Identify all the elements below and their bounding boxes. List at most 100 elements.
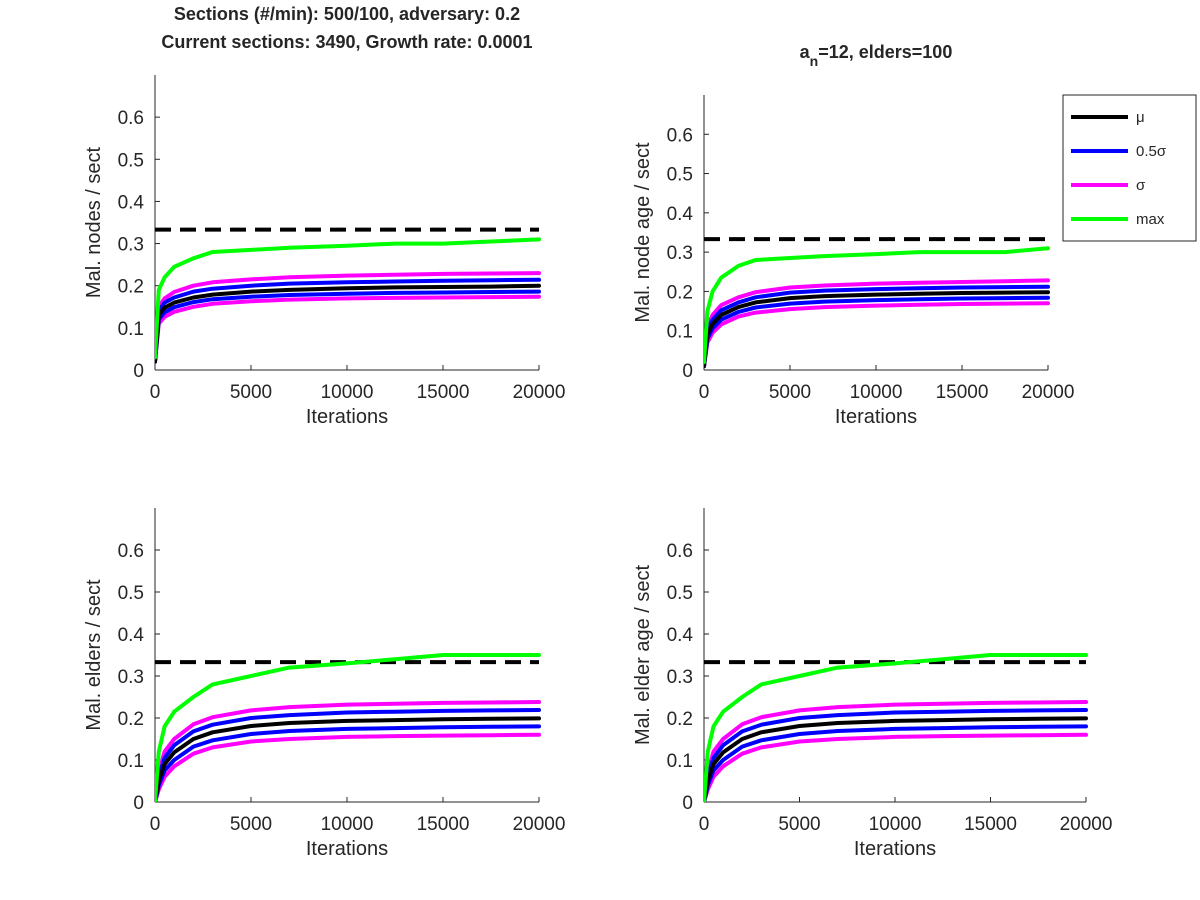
series-line-sigma-upper bbox=[155, 271, 541, 364]
subplot-2-title: an=12, elders=100 bbox=[800, 42, 953, 69]
series-line-max bbox=[704, 246, 1050, 365]
x-axis-label: Iterations bbox=[854, 838, 936, 860]
series-line-sigma-lower bbox=[155, 294, 541, 364]
series-line-sigma-upper bbox=[704, 700, 1088, 802]
series-line-sigma-lower bbox=[704, 732, 1088, 802]
subplot-3-series bbox=[155, 653, 541, 802]
legend-entry: 0.5σ bbox=[1071, 143, 1167, 160]
series-line-max bbox=[704, 653, 1088, 802]
x-tick-label: 15000 bbox=[936, 382, 989, 403]
series-line-half-sigma-lower bbox=[155, 724, 541, 802]
y-tick-label: 0.2 bbox=[667, 282, 693, 303]
y-tick-label: 0.3 bbox=[667, 243, 693, 264]
subplots-group: 0 0.1 0.2 0.3 0.4 0.5 0.6 0 5000 10000 15000 20000 I… bbox=[83, 75, 1112, 860]
x-tick-label: 10000 bbox=[869, 814, 922, 835]
legend-entry: max bbox=[1071, 211, 1165, 228]
legend-entries: μ 0.5σ σ max bbox=[1071, 109, 1167, 228]
x-tick-label: 5000 bbox=[778, 814, 820, 835]
figure-title-line-1: Sections (#/min): 500/100, adversary: 0.… bbox=[174, 4, 520, 24]
y-tick-label: 0.4 bbox=[667, 625, 694, 646]
x-axis-label: Iterations bbox=[306, 838, 388, 860]
legend-entry: σ bbox=[1071, 177, 1146, 194]
x-tick-label: 10000 bbox=[321, 382, 374, 403]
y-tick-label: 0 bbox=[682, 361, 693, 382]
x-tick-label: 0 bbox=[150, 814, 161, 835]
y-tick-label: 0.6 bbox=[118, 541, 144, 562]
y-tick-label: 0.2 bbox=[118, 709, 144, 730]
legend-label: max bbox=[1136, 211, 1165, 228]
series-line-sigma-upper bbox=[155, 700, 541, 802]
subplot-2: 0 0.1 0.2 0.3 0.4 0.5 0.6 0 5000 10000 15000 20000 I… bbox=[632, 95, 1074, 428]
legend-label: 0.5σ bbox=[1136, 143, 1167, 160]
y-tick-label: 0.1 bbox=[667, 751, 693, 772]
y-tick-label: 0.3 bbox=[118, 667, 144, 688]
y-tick-label: 0.1 bbox=[667, 322, 693, 343]
subplot-4-series bbox=[704, 653, 1088, 802]
x-tick-label: 15000 bbox=[964, 814, 1017, 835]
series-line-mean bbox=[704, 290, 1050, 369]
series-line-half-sigma-upper bbox=[155, 708, 541, 802]
x-tick-label: 5000 bbox=[230, 382, 272, 403]
series-line-half-sigma-upper bbox=[155, 277, 541, 364]
x-tick-label: 20000 bbox=[513, 382, 566, 403]
x-tick-label: 0 bbox=[699, 814, 710, 835]
subplot-2-title-rest: =12, elders=100 bbox=[818, 42, 952, 62]
subplot-1: 0 0.1 0.2 0.3 0.4 0.5 0.6 0 5000 10000 15000 20000 I… bbox=[83, 75, 565, 428]
series-line-max bbox=[155, 653, 541, 802]
subplot-2-title-base: a bbox=[800, 42, 811, 62]
y-tick-label: 0.1 bbox=[118, 319, 144, 340]
series-line-sigma-lower bbox=[155, 732, 541, 802]
y-tick-label: 0.3 bbox=[667, 667, 693, 688]
y-tick-label: 0.4 bbox=[118, 625, 145, 646]
y-tick-label: 0.5 bbox=[118, 583, 144, 604]
y-axis-label: Mal. elder age / sect bbox=[632, 565, 654, 746]
series-line-sigma-upper bbox=[704, 278, 1050, 369]
legend-label: σ bbox=[1136, 177, 1146, 194]
x-tick-label: 20000 bbox=[1022, 382, 1075, 403]
y-tick-label: 0 bbox=[133, 793, 144, 814]
y-tick-label: 0.6 bbox=[667, 541, 693, 562]
series-line-mean bbox=[704, 716, 1088, 802]
y-tick-label: 0.6 bbox=[118, 108, 144, 129]
y-axis-label: Mal. nodes / sect bbox=[83, 146, 105, 298]
y-tick-label: 0.3 bbox=[118, 235, 144, 256]
x-axis-label: Iterations bbox=[835, 406, 917, 428]
y-tick-label: 0.4 bbox=[667, 204, 694, 225]
series-line-mean bbox=[155, 283, 541, 364]
series-line-half-sigma-lower bbox=[155, 289, 541, 364]
x-axis-label: Iterations bbox=[306, 406, 388, 428]
legend-entry: μ bbox=[1071, 109, 1145, 126]
legend-label: μ bbox=[1136, 109, 1145, 126]
y-tick-label: 0.5 bbox=[118, 150, 144, 171]
x-tick-label: 15000 bbox=[417, 814, 470, 835]
x-tick-label: 5000 bbox=[769, 382, 811, 403]
y-axis-label: Mal. node age / sect bbox=[632, 142, 654, 323]
y-tick-label: 0 bbox=[682, 793, 693, 814]
subplot-2-series bbox=[704, 237, 1050, 369]
series-line-max bbox=[155, 237, 541, 360]
y-tick-label: 0.1 bbox=[118, 751, 144, 772]
series-line-half-sigma-upper bbox=[704, 284, 1050, 369]
x-tick-label: 20000 bbox=[1060, 814, 1113, 835]
subplot-3: 0 0.1 0.2 0.3 0.4 0.5 0.6 0 5000 10000 15000 20000 I… bbox=[83, 508, 565, 860]
series-line-half-sigma-upper bbox=[704, 708, 1088, 802]
series-line-mean bbox=[155, 716, 541, 802]
x-tick-label: 20000 bbox=[513, 814, 566, 835]
y-axis-label: Mal. elders / sect bbox=[83, 579, 105, 731]
y-tick-label: 0.2 bbox=[118, 277, 144, 298]
x-tick-label: 5000 bbox=[230, 814, 272, 835]
x-tick-label: 0 bbox=[699, 382, 710, 403]
y-tick-label: 0.5 bbox=[667, 583, 693, 604]
y-tick-label: 0 bbox=[133, 361, 144, 382]
y-tick-label: 0.4 bbox=[118, 192, 145, 213]
legend: μ 0.5σ σ max bbox=[1062, 94, 1197, 242]
series-line-half-sigma-lower bbox=[704, 724, 1088, 802]
x-tick-label: 10000 bbox=[850, 382, 903, 403]
x-tick-label: 0 bbox=[150, 382, 161, 403]
y-tick-label: 0.2 bbox=[667, 709, 693, 730]
subplot-2-title-subscript: n bbox=[810, 53, 819, 69]
x-tick-label: 15000 bbox=[417, 382, 470, 403]
y-tick-label: 0.5 bbox=[667, 165, 693, 186]
subplot-4: 0 0.1 0.2 0.3 0.4 0.5 0.6 0 5000 10000 15000 20000 I… bbox=[632, 508, 1112, 860]
